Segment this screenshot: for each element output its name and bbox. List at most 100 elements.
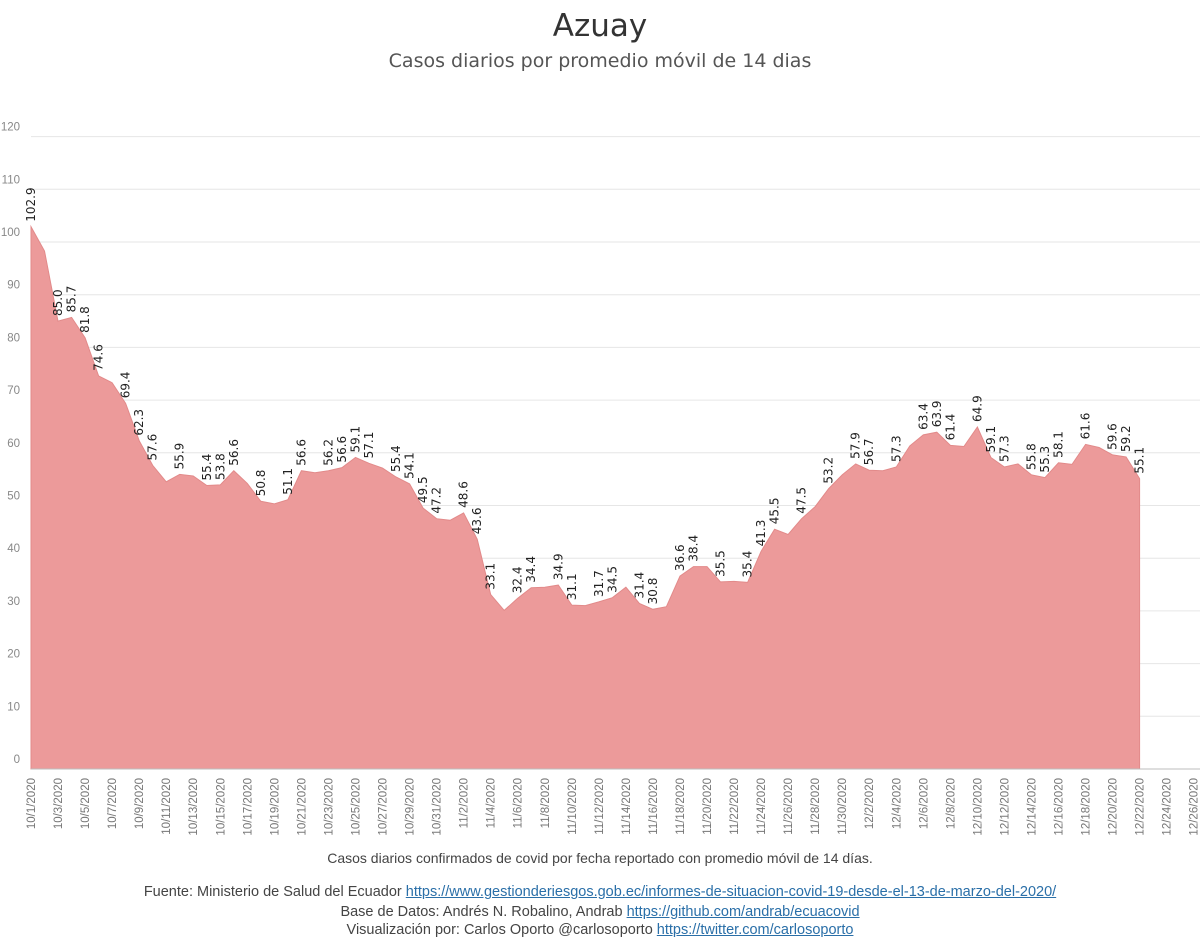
- data-label: 63.4: [916, 403, 930, 430]
- chart-subtitle: Casos diarios por promedio móvil de 14 d…: [388, 50, 812, 72]
- data-label: 59.1: [348, 426, 362, 453]
- x-tick-label: 12/2/2020: [864, 778, 876, 829]
- x-tick-label: 10/9/2020: [134, 778, 146, 829]
- y-tick-label: 70: [7, 385, 20, 397]
- data-label: 85.7: [65, 286, 79, 313]
- x-tick-label: 10/25/2020: [350, 778, 362, 836]
- x-tick-label: 10/13/2020: [188, 778, 200, 836]
- data-label: 31.4: [632, 572, 646, 599]
- x-tick-label: 12/22/2020: [1135, 778, 1147, 836]
- data-label: 74.6: [92, 344, 106, 371]
- x-tick-label: 10/29/2020: [405, 778, 417, 836]
- data-label: 54.1: [403, 452, 417, 479]
- data-label: 57.1: [362, 432, 376, 459]
- data-label: 56.7: [862, 438, 876, 465]
- data-label: 32.4: [511, 567, 525, 594]
- x-tick-label: 12/18/2020: [1081, 778, 1093, 836]
- data-label: 58.1: [1052, 431, 1066, 458]
- data-label: 53.8: [213, 453, 227, 480]
- data-label: 61.6: [1079, 413, 1093, 440]
- x-tick-label: 11/14/2020: [621, 778, 633, 835]
- data-label: 59.1: [984, 426, 998, 453]
- data-label: 55.4: [200, 454, 214, 481]
- x-tick-label: 12/20/2020: [1108, 778, 1120, 836]
- y-tick-label: 40: [7, 543, 20, 555]
- x-tick-label: 12/10/2020: [972, 778, 984, 836]
- visualization-link[interactable]: https://twitter.com/carlosoporto: [656, 922, 854, 938]
- data-label: 51.1: [281, 468, 295, 495]
- database-credit: Base de Datos: Andrés N. Robalino, Andra…: [0, 904, 1200, 920]
- data-label: 62.3: [132, 409, 146, 436]
- x-tick-label: 11/4/2020: [486, 778, 498, 828]
- database-link[interactable]: https://github.com/andrab/ecuacovid: [626, 904, 860, 920]
- visualization-text: Visualización por: Carlos Oporto @carlos…: [346, 922, 657, 938]
- data-label: 31.7: [592, 570, 606, 597]
- data-label: 55.3: [1038, 446, 1052, 473]
- data-label: 56.2: [321, 439, 335, 466]
- x-tick-label: 12/16/2020: [1054, 778, 1066, 836]
- data-label: 47.2: [430, 487, 444, 514]
- data-label: 61.4: [943, 414, 957, 441]
- source-text: Fuente: Ministerio de Salud del Ecuador: [143, 884, 406, 900]
- y-tick-label: 80: [7, 332, 20, 344]
- chart-caption: Casos diarios confirmados de covid por f…: [327, 850, 873, 866]
- x-tick-label: 12/24/2020: [1162, 778, 1174, 836]
- series-area: [30, 224, 1141, 770]
- x-tick-label: 10/31/2020: [432, 778, 444, 836]
- data-label: 30.8: [646, 578, 660, 605]
- data-label: 49.5: [416, 476, 430, 503]
- x-tick-label: 12/6/2020: [918, 778, 930, 829]
- data-label: 38.4: [686, 535, 700, 562]
- data-label: 33.1: [484, 563, 498, 590]
- x-tick-label: 11/8/2020: [540, 778, 552, 828]
- data-label: 69.4: [119, 372, 133, 399]
- y-tick-label: 50: [7, 491, 20, 503]
- x-tick-label: 10/5/2020: [80, 778, 92, 829]
- source-credit: Fuente: Ministerio de Salud del Ecuador …: [0, 884, 1200, 900]
- data-label: 59.6: [1106, 423, 1120, 450]
- source-link[interactable]: https://www.gestionderiesgos.gob.ec/info…: [405, 884, 1057, 900]
- x-tick-label: 11/30/2020: [837, 778, 849, 835]
- data-label: 45.5: [768, 497, 782, 524]
- data-label: 34.4: [524, 556, 538, 583]
- x-tick-label: 10/23/2020: [323, 778, 335, 836]
- data-label: 48.6: [457, 481, 471, 508]
- x-tick-label: 11/20/2020: [702, 778, 714, 835]
- data-label: 57.6: [146, 434, 160, 461]
- x-tick-label: 10/3/2020: [53, 778, 65, 829]
- chart-title: Azuay: [552, 8, 648, 44]
- data-label: 35.4: [741, 551, 755, 578]
- x-tick-label: 10/21/2020: [296, 778, 308, 836]
- data-label: 34.9: [551, 553, 565, 580]
- y-tick-label: 10: [7, 701, 20, 713]
- y-tick-label: 100: [1, 227, 20, 239]
- x-tick-label: 11/6/2020: [513, 778, 525, 828]
- x-tick-label: 11/2/2020: [459, 778, 471, 828]
- data-label: 34.5: [605, 566, 619, 593]
- data-label: 53.2: [822, 457, 836, 484]
- x-tick-label: 11/28/2020: [810, 778, 822, 835]
- y-axis: 0 10 20 30 40 50 60 70 80 90 100 110 120: [1, 122, 20, 766]
- data-label: 102.9: [24, 187, 38, 221]
- data-label: 56.6: [294, 439, 308, 466]
- x-tick-label: 10/17/2020: [242, 778, 254, 836]
- visualization-credit: Visualización por: Carlos Oporto @carlos…: [0, 922, 1200, 938]
- data-label: 55.8: [1024, 443, 1038, 470]
- data-label: 55.1: [1133, 447, 1147, 474]
- x-tick-label: 12/8/2020: [945, 778, 957, 829]
- x-tick-label: 10/15/2020: [215, 778, 227, 836]
- x-tick-label: 10/19/2020: [269, 778, 281, 836]
- data-label: 43.6: [470, 508, 484, 535]
- area-chart: 0 10 20 30 40 50 60 70 80 90 100 110 120 102.9 85.0 85…: [1, 122, 1200, 836]
- x-tick-label: 12/26/2020: [1189, 778, 1200, 836]
- y-tick-label: 60: [7, 438, 20, 450]
- y-tick-label: 110: [2, 174, 20, 186]
- y-tick-label: 30: [7, 596, 20, 608]
- data-label: 56.6: [227, 439, 241, 466]
- x-tick-label: 11/12/2020: [594, 778, 606, 835]
- data-label: 56.6: [335, 436, 349, 463]
- x-tick-label: 10/27/2020: [378, 778, 390, 836]
- x-tick-label: 10/7/2020: [107, 778, 119, 829]
- x-tick-label: 11/10/2020: [567, 778, 579, 835]
- x-tick-label: 11/24/2020: [756, 778, 768, 835]
